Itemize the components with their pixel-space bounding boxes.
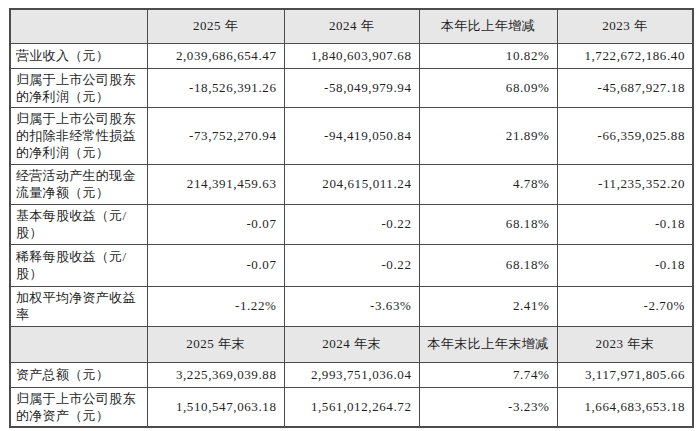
table-row-diluted-eps: 稀释每股收益（元/ 股） -0.07 -0.22 68.18% -0.18: [10, 244, 693, 286]
value-change: 68.18%: [419, 204, 557, 244]
value-2023: -0.18: [557, 244, 693, 286]
value-change: 21.89%: [419, 107, 557, 164]
value-2023: 1,722,672,186.40: [557, 43, 693, 68]
row-label: 归属于上市公司股东 的净利润（元）: [10, 68, 147, 107]
value-2025: 2,039,686,654.47: [147, 43, 284, 68]
value-2025: -73,752,270.94: [147, 107, 284, 164]
row-label: 归属于上市公司股东 的扣除非经常性损益 的净利润（元）: [10, 107, 147, 164]
value-2023: 3,117,971,805.66: [557, 362, 693, 387]
table-row-operating-cash-flow: 经营活动产生的现金 流量净额（元） 214,391,459.63 204,615…: [10, 164, 693, 204]
table-row-net-profit-excl-nonrecurring: 归属于上市公司股东 的扣除非经常性损益 的净利润（元） -73,752,270.…: [10, 107, 693, 164]
value-2023: -66,359,025.88: [557, 107, 693, 164]
value-2023: -2.70%: [557, 286, 693, 326]
value-2024: 1,561,012,264.72: [284, 387, 419, 427]
row-label: 加权平均净资产收益 率: [10, 286, 147, 326]
value-2025: 1,510,547,063.18: [147, 387, 284, 427]
table-row-net-assets: 归属于上市公司股东 的净资产（元） 1,510,547,063.18 1,561…: [10, 387, 693, 427]
value-2024: 204,615,011.24: [284, 164, 419, 204]
row-label: 经营活动产生的现金 流量净额（元）: [10, 164, 147, 204]
value-2024: -58,049,979.94: [284, 68, 419, 107]
row-label: 稀释每股收益（元/ 股）: [10, 244, 147, 286]
value-2024: 1,840,603,907.68: [284, 43, 419, 68]
row-label: 归属于上市公司股东 的净资产（元）: [10, 387, 147, 427]
value-change: 68.18%: [419, 244, 557, 286]
table-row-basic-eps: 基本每股收益（元/ 股） -0.07 -0.22 68.18% -0.18: [10, 204, 693, 244]
value-2025: -0.07: [147, 244, 284, 286]
value-2023: -0.18: [557, 204, 693, 244]
value-2025: 214,391,459.63: [147, 164, 284, 204]
value-2025: -1.22%: [147, 286, 284, 326]
header-year-end-change: 本年末比上年末增减: [419, 326, 557, 362]
financial-summary-table: 2025 年 2024 年 本年比上年增减 2023 年 营业收入（元） 2,0…: [9, 8, 694, 428]
row-label: 资产总额（元）: [10, 362, 147, 387]
value-change: 7.74%: [419, 362, 557, 387]
table-header-row-annual: 2025 年 2024 年 本年比上年增减 2023 年: [10, 9, 693, 43]
value-change: 4.78%: [419, 164, 557, 204]
value-change: 10.82%: [419, 43, 557, 68]
table-row-revenue: 营业收入（元） 2,039,686,654.47 1,840,603,907.6…: [10, 43, 693, 68]
row-label: 营业收入（元）: [10, 43, 147, 68]
value-2025: -18,526,391.26: [147, 68, 284, 107]
table-row-net-profit: 归属于上市公司股东 的净利润（元） -18,526,391.26 -58,049…: [10, 68, 693, 107]
header-2025-end: 2025 年末: [147, 326, 284, 362]
header-2024: 2024 年: [284, 9, 419, 43]
table-row-total-assets: 资产总额（元） 3,225,369,039.88 2,993,751,036.0…: [10, 362, 693, 387]
value-2023: -45,687,927.18: [557, 68, 693, 107]
value-2024: 2,993,751,036.04: [284, 362, 419, 387]
value-change: -3.23%: [419, 387, 557, 427]
value-2023: 1,664,683,653.18: [557, 387, 693, 427]
value-2024: -0.22: [284, 204, 419, 244]
header-blank-cell: [10, 326, 147, 362]
value-change: 68.09%: [419, 68, 557, 107]
value-2025: -0.07: [147, 204, 284, 244]
table-row-weighted-avg-roe: 加权平均净资产收益 率 -1.22% -3.63% 2.41% -2.70%: [10, 286, 693, 326]
header-yoy-change: 本年比上年增减: [419, 9, 557, 43]
row-label: 基本每股收益（元/ 股）: [10, 204, 147, 244]
report-page: 2025 年 2024 年 本年比上年增减 2023 年 营业收入（元） 2,0…: [0, 0, 700, 431]
table-header-row-year-end: 2025 年末 2024 年末 本年末比上年末增减 2023 年末: [10, 326, 693, 362]
header-2023: 2023 年: [557, 9, 693, 43]
value-2023: -11,235,352.20: [557, 164, 693, 204]
header-2025: 2025 年: [147, 9, 284, 43]
value-change: 2.41%: [419, 286, 557, 326]
header-2024-end: 2024 年末: [284, 326, 419, 362]
header-blank-cell: [10, 9, 147, 43]
value-2024: -94,419,050.84: [284, 107, 419, 164]
value-2024: -3.63%: [284, 286, 419, 326]
value-2024: -0.22: [284, 244, 419, 286]
value-2025: 3,225,369,039.88: [147, 362, 284, 387]
header-2023-end: 2023 年末: [557, 326, 693, 362]
